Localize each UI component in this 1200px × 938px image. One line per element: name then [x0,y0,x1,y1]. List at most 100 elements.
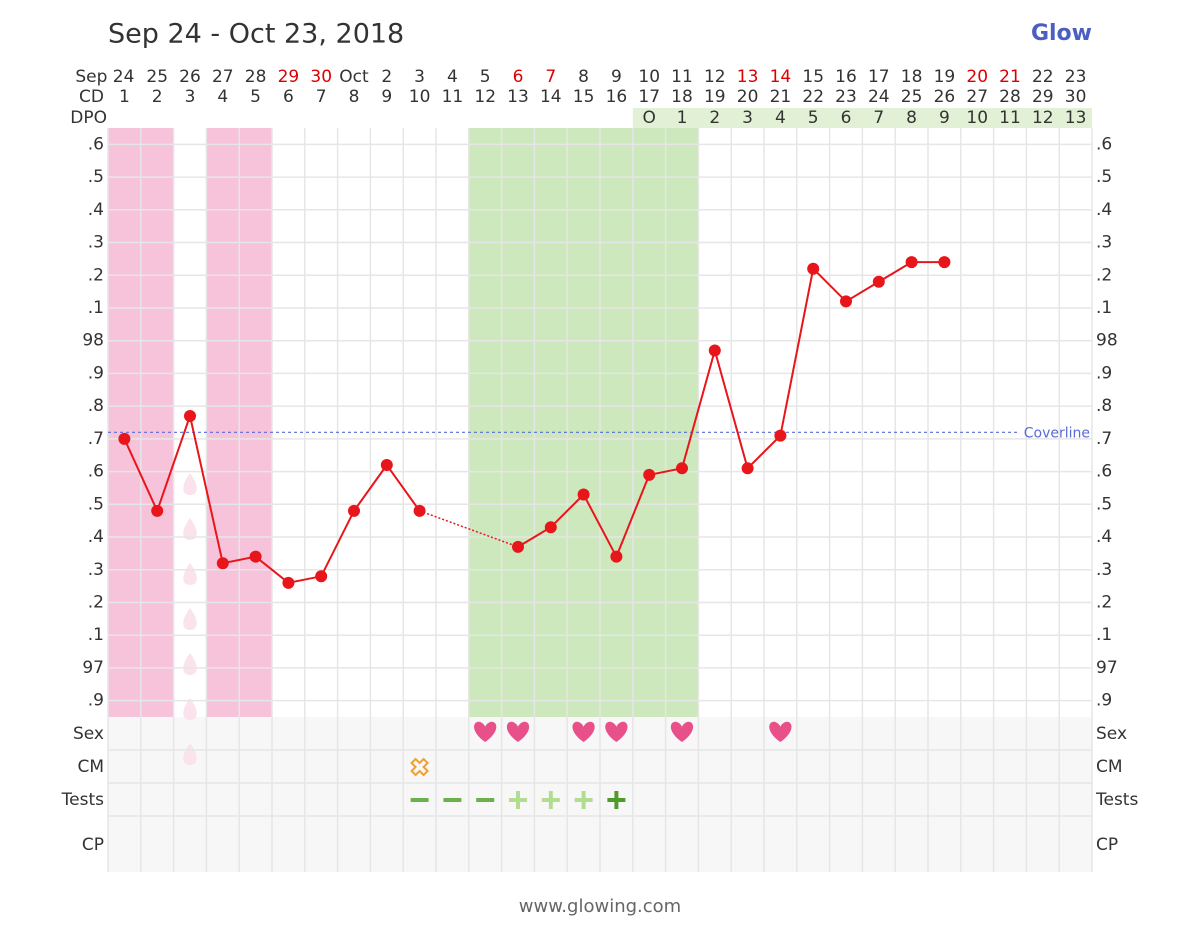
y-tick-label: 98 [82,331,104,351]
dpo-label: 1 [677,108,688,128]
cd-label: 11 [442,87,464,107]
temperature-point [413,504,426,517]
cd-label: 21 [770,87,792,107]
temperature-point [216,557,229,570]
date-label: 7 [545,67,556,87]
dpo-label: O [643,108,656,128]
heart-icon [769,721,792,742]
y-tick-label: .6 [88,134,104,154]
dpo-label: 13 [1065,108,1087,128]
period-band [239,128,272,717]
date-label: 13 [737,67,759,87]
y2-tick-label: .5 [1096,494,1112,514]
y-tick-label: .2 [88,592,104,612]
temperature-point [676,462,688,475]
cd-label: 5 [250,87,261,107]
date-label: 23 [1065,67,1087,87]
test-icon [614,791,619,809]
logo: Glow [1031,21,1092,46]
y2-tick-label: .1 [1096,298,1112,318]
y-tick-label: .3 [88,560,104,580]
y-tick-label: .2 [88,265,104,285]
test-icon [581,791,586,809]
temperature-point [282,576,295,589]
temperature-point [840,295,852,308]
temperature-point [249,550,262,563]
fertile-band [665,128,699,717]
fertile-band [501,128,535,717]
row-title-right: Tests [1095,790,1138,810]
period-band [140,128,174,717]
cd-label: 9 [381,87,392,107]
temperature-point [872,275,885,288]
cd-label: 22 [802,87,824,107]
temperature-point [544,521,557,534]
date-label: 25 [146,67,168,87]
spotting-drop [183,653,197,675]
date-label: 19 [934,67,956,87]
temperature-point [741,462,754,475]
date-label: 17 [868,67,890,87]
cd-label: 4 [217,87,228,107]
row-title: Sex [73,724,104,744]
dpo-label: 3 [742,108,753,128]
cd-label: 1 [119,87,130,107]
row-title: Tests [61,790,104,810]
y2-tick-label: .9 [1096,691,1112,711]
y2-tick-label: .4 [1096,527,1112,547]
cd-label: 7 [316,87,327,107]
y-tick-label: .5 [88,494,104,514]
y2-tick-label: .4 [1096,200,1112,220]
date-label: 22 [1032,67,1054,87]
cd-label: 28 [999,87,1021,107]
cd-label: 24 [868,87,890,107]
gap-connector [419,510,519,548]
cd-label: 6 [283,87,294,107]
temperature-point [348,504,360,517]
y-tick-label: .1 [88,625,104,645]
coverline-label: Coverline [1024,425,1090,441]
cd-label: 15 [573,87,595,107]
y-tick-label: .9 [88,691,104,711]
cd-label: 19 [704,87,726,107]
cd-label: 20 [737,87,759,107]
y-tick-label: 97 [82,658,104,678]
y2-tick-label: 97 [1096,658,1118,678]
date-label: 30 [310,67,332,87]
date-label: 26 [179,67,201,87]
date-label: 20 [966,67,988,87]
date-label: 14 [770,67,792,87]
heart-icon [605,721,628,742]
test-icon [516,791,520,809]
heart-icon [670,721,694,742]
date-label: 16 [835,67,857,87]
dpo-label: 5 [808,108,819,128]
temperature-point [643,468,656,481]
dpo-label: 8 [906,108,917,128]
heart-icon [474,721,497,742]
dpo-row-title: DPO [70,108,107,128]
temperature-point [118,432,131,445]
temperature-point [577,488,590,501]
period-band [108,128,141,717]
y2-tick-label: .9 [1096,363,1112,383]
dpo-label: 4 [775,108,786,128]
fertile-band [534,128,568,717]
y-tick-label: .5 [88,167,104,187]
heart-icon [506,721,530,742]
cd-label: 30 [1065,87,1087,107]
date-label: 2 [381,67,392,87]
temperature-line [123,261,945,584]
cd-label: 26 [934,87,956,107]
y2-tick-label: .3 [1096,560,1112,580]
cd-label: 23 [835,87,857,107]
footer: www.glowing.com [519,896,681,917]
date-label: 12 [704,67,726,87]
row-title-right: CP [1096,835,1118,855]
y2-tick-label: .6 [1096,462,1112,482]
y-tick-label: .3 [88,233,104,253]
dpo-background [632,108,1092,128]
y-tick-label: .8 [88,396,104,416]
period-band [206,128,240,717]
date-label: 11 [671,67,693,87]
